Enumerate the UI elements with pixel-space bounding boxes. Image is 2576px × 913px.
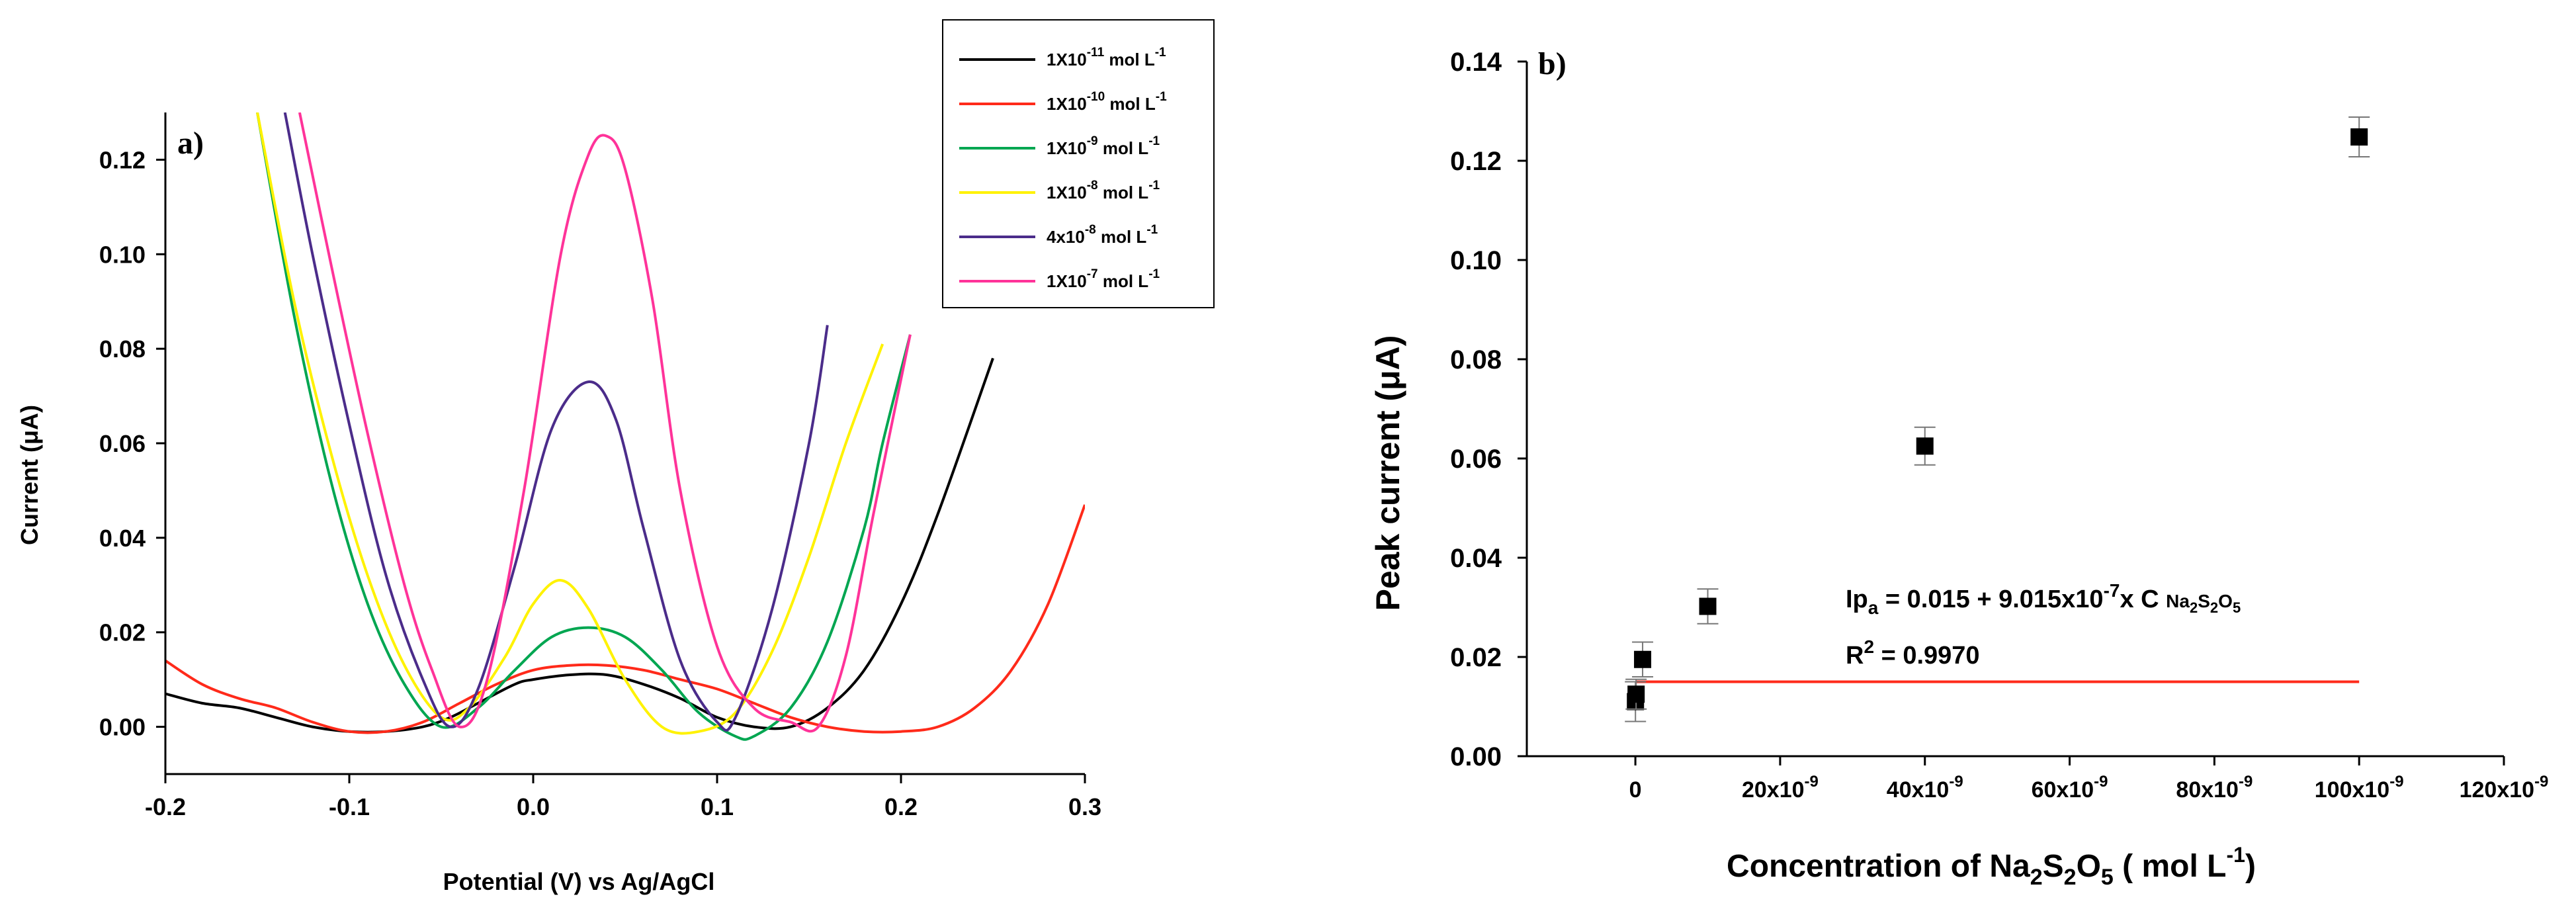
panel-a-x-tick-label: 0.1 bbox=[701, 793, 734, 820]
panel-b-x-axis-label: Concentration of Na2S2O5 ( mol L-1) bbox=[1727, 843, 2256, 890]
legend-entry: 1X10-7 mol L-1 bbox=[1047, 267, 1160, 291]
panel-a-x-tick-label: 0.0 bbox=[517, 793, 550, 820]
panel-b-calibration: b) 0.00 0.02 0.04 0.06 0.08 0.10 0.12 0.14 0 20x1… bbox=[1369, 46, 2548, 890]
panel-b-y-tick-label: 0.08 bbox=[1450, 345, 1502, 374]
panel-b-x-tick-label: 80x10-9 bbox=[2176, 773, 2253, 803]
data-point bbox=[1632, 641, 1654, 677]
legend-entry: 4x10-8 mol L-1 bbox=[1047, 223, 1158, 247]
regression-equation: Ipa = 0.015 + 9.015x10-7x C Na2S2O5 bbox=[1846, 580, 2241, 618]
panel-b-y-tick-label: 0.00 bbox=[1450, 742, 1502, 771]
data-point bbox=[1697, 588, 1719, 625]
panel-b-y-axis-label: Peak current (μA) bbox=[1369, 335, 1406, 611]
panel-b-y-tick-label: 0.14 bbox=[1450, 48, 1502, 77]
r-squared-label: R2 = 0.9970 bbox=[1846, 636, 1980, 670]
panel-a-x-tick-label: -0.1 bbox=[329, 793, 370, 820]
panel-a-legend: 1X10-11 mol L-1 1X10-10 mol L-1 1X10-9 mol… bbox=[942, 19, 1215, 308]
legend-box bbox=[942, 19, 1215, 308]
panel-b-label: b) bbox=[1538, 46, 1567, 81]
curve-series-1 bbox=[165, 357, 994, 734]
legend-entry: 1X10-11 mol L-1 bbox=[1047, 46, 1166, 69]
curve-series-6 bbox=[298, 112, 912, 733]
curve-series-3 bbox=[256, 112, 912, 741]
panel-b-x-tick-label: 120x10-9 bbox=[2460, 773, 2549, 803]
data-point bbox=[2348, 116, 2370, 157]
panel-b-y-tick-label: 0.10 bbox=[1450, 246, 1502, 275]
curve-series-5 bbox=[283, 112, 829, 732]
panel-a-y-tick-label: 0.10 bbox=[99, 241, 146, 268]
panel-b-axes: 0.00 0.02 0.04 0.06 0.08 0.10 0.12 0.14 0 20x10-9… bbox=[1450, 48, 2548, 803]
panel-a-y-tick-label: 0.02 bbox=[99, 619, 146, 646]
panel-a-y-tick-label: 0.06 bbox=[99, 430, 146, 457]
panel-b-points bbox=[1625, 116, 2370, 722]
panel-a-x-tick-label: 0.2 bbox=[884, 793, 918, 820]
legend-entry: 1X10-8 mol L-1 bbox=[1047, 179, 1160, 202]
panel-a-x-axis-label: Potential (V) vs Ag/AgCl bbox=[443, 868, 715, 895]
panel-a-y-tick-label: 0.00 bbox=[99, 714, 146, 741]
panel-a-y-axis-label: Current (μA) bbox=[16, 405, 43, 545]
panel-b-y-tick-label: 0.04 bbox=[1450, 544, 1502, 573]
panel-b-x-tick-label: 20x10-9 bbox=[1742, 773, 1819, 803]
panel-a-voltammograms: a) 0.000.020.040.060.080.100.12-0.2 -0.1 0… bbox=[16, 19, 1215, 895]
panel-a-y-tick-label: 0.04 bbox=[99, 525, 146, 552]
panel-b-y-tick-label: 0.02 bbox=[1450, 643, 1502, 672]
panel-a-y-tick-label: 0.08 bbox=[99, 335, 146, 363]
curve-series-4 bbox=[256, 112, 884, 735]
panel-a-x-tick-label: -0.2 bbox=[145, 793, 186, 820]
panel-b-x-tick-label: 40x10-9 bbox=[1887, 773, 1963, 803]
panel-b-y-tick-label: 0.12 bbox=[1450, 147, 1502, 176]
panel-b-y-tick-label: 0.06 bbox=[1450, 445, 1502, 474]
panel-a-y-tick-label: 0.12 bbox=[99, 146, 146, 173]
panel-a-axes: 0.00 0.02 0.04 0.06 0.08 0.10 0.12 -0.2 -0.1 0.0 0… bbox=[99, 112, 1101, 820]
panel-b-x-tick-label: 60x10-9 bbox=[2032, 773, 2108, 803]
panel-a-curves bbox=[165, 112, 1085, 741]
data-point bbox=[1914, 426, 1936, 466]
legend-entry: 1X10-9 mol L-1 bbox=[1047, 134, 1160, 158]
panel-a-x-tick-label: 0.3 bbox=[1068, 793, 1101, 820]
panel-a-label: a) bbox=[177, 126, 204, 161]
panel-b-x-tick-label: 100x10-9 bbox=[2315, 773, 2404, 803]
legend-entry: 1X10-10 mol L-1 bbox=[1047, 90, 1167, 114]
curve-series-2 bbox=[165, 504, 1085, 734]
panel-b-x-tick-label: 0 bbox=[1629, 777, 1642, 803]
data-point bbox=[1625, 678, 1647, 710]
